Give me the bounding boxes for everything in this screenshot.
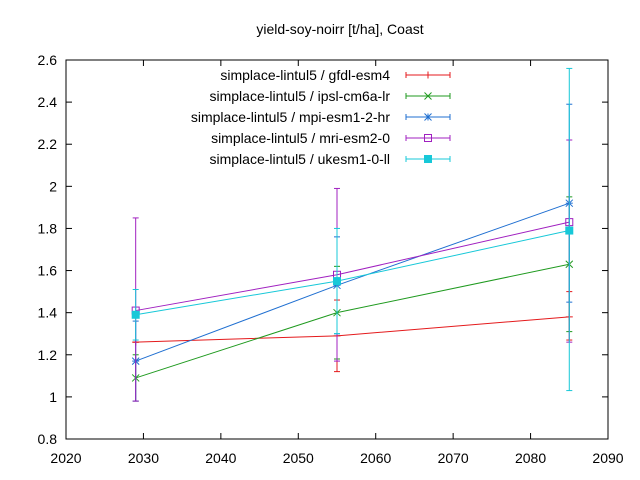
x-tick-label: 2020: [50, 450, 81, 466]
series-2-line: [135, 263, 570, 379]
series-1-line: [135, 316, 570, 343]
series-1: [132, 291, 573, 373]
series-3: [131, 103, 574, 402]
legend-label: simplace-lintul5 / ukesm1-0-ll: [209, 151, 390, 167]
legend-marker: [424, 113, 432, 121]
y-tick-label: 2: [49, 178, 57, 194]
legend: simplace-lintul5 / gfdl-esm4 simplace-lin…: [191, 67, 451, 167]
plot-frame: [65, 59, 609, 440]
legend-marker: [424, 134, 432, 142]
legend-item-2: simplace-lintul5 / ipsl-cm6a-lr: [210, 88, 451, 104]
legend-item-3: simplace-lintul5 / mpi-esm1-2-hr: [191, 109, 451, 125]
y-tick-label: 1.2: [38, 347, 58, 363]
x-tick-label: 2060: [360, 450, 391, 466]
legend-label: simplace-lintul5 / gfdl-esm4: [220, 67, 390, 83]
y-tick-label: 1.6: [38, 263, 58, 279]
x-tick-label: 2040: [205, 450, 236, 466]
legend-item-4: simplace-lintul5 / mri-esm2-0: [211, 130, 451, 146]
y-tick-label: 2.2: [38, 136, 58, 152]
legend-item-1: simplace-lintul5 / gfdl-esm4: [220, 67, 451, 83]
series-4-line: [135, 221, 570, 312]
legend-label: simplace-lintul5 / ipsl-cm6a-lr: [210, 88, 391, 104]
series-5: [131, 67, 574, 392]
legend-label: simplace-lintul5 / mri-esm2-0: [211, 130, 390, 146]
series-3-line: [135, 202, 570, 362]
y-tick-label: 0.8: [38, 431, 58, 447]
y-tick-label: 1.4: [38, 305, 58, 321]
x-tick-label: 2050: [283, 450, 314, 466]
x-tick-label: 2030: [128, 450, 159, 466]
legend-marker: [424, 92, 432, 100]
y-tick-label: 2.6: [38, 52, 58, 68]
y-tick-label: 1: [49, 389, 57, 405]
legend-marker: [424, 71, 432, 79]
x-tick-label: 2080: [515, 450, 546, 466]
x-tick-label: 2090: [592, 450, 623, 466]
series-layer: [131, 67, 574, 402]
legend-item-5: simplace-lintul5 / ukesm1-0-ll: [209, 151, 451, 167]
axes-layer: 2020 2030 2040 2050 2060 2070 2080 2090 0.8 1 1.2 1…: [38, 52, 624, 466]
chart-title: yield-soy-noirr [t/ha], Coast: [256, 21, 423, 37]
series-5-point-1: [131, 310, 140, 319]
legend-label: simplace-lintul5 / mpi-esm1-2-hr: [191, 109, 391, 125]
legend-marker: [424, 155, 432, 163]
series-5-line: [135, 230, 570, 316]
y-tick-label: 1.8: [38, 220, 58, 236]
x-tick-label: 2070: [438, 450, 469, 466]
series-5-point-2: [333, 277, 341, 286]
y-tick-label: 2.4: [38, 94, 58, 110]
series-5-point-3: [565, 226, 574, 235]
series-4: [131, 139, 574, 402]
